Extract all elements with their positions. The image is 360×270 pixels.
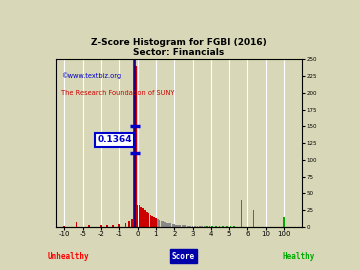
Bar	[168, 224, 170, 227]
Bar	[142, 208, 144, 227]
Bar	[240, 200, 242, 227]
Bar	[118, 224, 120, 227]
Bar	[164, 222, 166, 227]
Bar	[112, 225, 114, 227]
Bar	[174, 224, 175, 227]
Bar	[187, 226, 189, 227]
Bar	[182, 225, 184, 227]
Bar	[76, 222, 77, 227]
Bar	[125, 224, 126, 227]
Bar	[202, 226, 203, 227]
Bar	[211, 226, 213, 227]
Bar	[106, 225, 108, 227]
Bar	[63, 226, 65, 227]
Bar	[152, 216, 153, 227]
Bar	[206, 226, 208, 227]
Bar	[131, 219, 133, 227]
Bar	[171, 224, 173, 227]
Bar	[222, 226, 224, 227]
Bar	[88, 225, 90, 227]
Bar	[175, 225, 177, 227]
Bar	[159, 220, 161, 227]
Bar	[209, 226, 211, 227]
Bar	[219, 226, 220, 227]
Bar	[100, 225, 102, 227]
Bar	[233, 226, 235, 227]
Bar	[135, 66, 136, 227]
Bar	[148, 213, 149, 227]
Bar	[230, 226, 231, 227]
Bar	[204, 226, 206, 227]
Bar	[194, 226, 196, 227]
Text: Healthy: Healthy	[283, 252, 315, 261]
Text: Unhealthy: Unhealthy	[48, 252, 89, 261]
Text: The Research Foundation of SUNY: The Research Foundation of SUNY	[61, 90, 174, 96]
Bar	[180, 225, 181, 227]
Text: ©www.textbiz.org: ©www.textbiz.org	[61, 73, 121, 79]
Bar	[189, 226, 191, 227]
Bar	[253, 210, 255, 227]
Text: 0.1364: 0.1364	[98, 135, 132, 144]
Bar	[153, 217, 155, 227]
Text: Score: Score	[172, 252, 195, 261]
Bar	[157, 219, 159, 227]
Bar	[162, 221, 164, 227]
Bar	[199, 226, 201, 227]
Bar	[155, 218, 157, 227]
Bar	[161, 221, 162, 227]
Bar	[128, 221, 130, 227]
Bar	[144, 210, 146, 227]
Bar	[149, 215, 151, 227]
Bar	[283, 217, 285, 227]
Bar	[184, 225, 186, 227]
Bar	[137, 205, 139, 227]
Bar	[166, 223, 168, 227]
Bar	[133, 59, 135, 227]
Bar	[226, 226, 228, 227]
Bar	[139, 205, 140, 227]
Bar	[177, 225, 179, 227]
Title: Z-Score Histogram for FGBI (2016)
Sector: Financials: Z-Score Histogram for FGBI (2016) Sector…	[91, 38, 267, 57]
Bar	[140, 207, 142, 227]
Bar	[197, 226, 198, 227]
Bar	[146, 212, 148, 227]
Bar	[192, 226, 193, 227]
Bar	[170, 224, 171, 227]
Bar	[215, 226, 217, 227]
